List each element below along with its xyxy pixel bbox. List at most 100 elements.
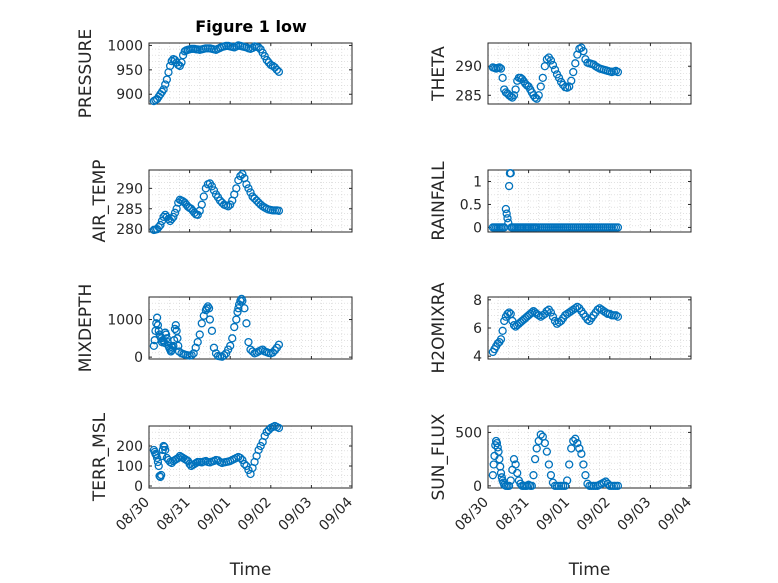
data-point [209, 186, 219, 195]
data-point [234, 304, 243, 313]
data-point [488, 471, 498, 480]
data-point [538, 73, 547, 83]
data-point [513, 468, 522, 478]
data-point [174, 341, 183, 350]
data-point [511, 85, 520, 94]
data-point [209, 343, 219, 352]
data-point [240, 304, 249, 313]
data-point [258, 345, 267, 354]
data-point [504, 308, 514, 317]
data-point [532, 444, 541, 453]
y-tick-label: 285 [455, 88, 482, 104]
data-point [498, 73, 507, 83]
data-point [577, 449, 586, 458]
series-pressure [149, 41, 284, 106]
y-tick-label: 500 [455, 425, 482, 441]
data-point [546, 56, 556, 65]
data-point [195, 330, 204, 339]
y-tick-label: 285 [116, 202, 143, 218]
axes-box-theta [487, 42, 692, 105]
grid-theta [487, 42, 692, 105]
data-point [542, 306, 552, 316]
data-point [503, 309, 512, 319]
data-point [157, 470, 166, 480]
y-tick-label: 0 [473, 220, 482, 236]
y-tick-label: 6 [473, 321, 482, 337]
data-point [536, 82, 545, 91]
data-point [154, 222, 163, 232]
data-point [152, 319, 161, 328]
data-point [191, 458, 201, 468]
series-theta [488, 43, 623, 103]
data-point [506, 476, 515, 485]
y-tick-label: 100 [116, 459, 143, 475]
data-point [226, 200, 235, 209]
data-point [579, 460, 588, 469]
data-point [548, 312, 558, 321]
y-axis-label-pressure: PRESSURE [76, 29, 96, 118]
data-point [611, 311, 621, 320]
y-tick-label: 4 [473, 349, 482, 365]
axes-box-sun_flux [487, 425, 692, 489]
data-point [189, 349, 198, 358]
data-point [149, 341, 159, 350]
data-point [605, 309, 614, 319]
subplot-h2omixra: 4 6 8 H2OMIXRA [429, 282, 692, 374]
data-point [260, 52, 269, 61]
data-point [542, 447, 552, 456]
data-point [503, 214, 512, 223]
data-point [274, 67, 284, 76]
data-point [583, 315, 592, 324]
data-point [169, 341, 178, 350]
data-point [500, 316, 509, 326]
data-point [236, 453, 245, 463]
data-point [579, 46, 588, 56]
data-point [226, 341, 235, 350]
y-axis-label-sun_flux: SUN_FLUX [429, 413, 449, 500]
data-point [530, 454, 540, 464]
data-point [560, 481, 570, 491]
series-terr_msl [149, 421, 284, 482]
data-point [506, 169, 515, 178]
data-point [187, 351, 196, 360]
y-axis-label-h2omixra: H2OMIXRA [429, 282, 449, 373]
y-tick-label: 280 [116, 222, 143, 238]
data-point [177, 58, 186, 67]
data-point [534, 311, 543, 320]
data-point [509, 454, 519, 464]
data-point [167, 214, 176, 224]
data-point [498, 326, 507, 335]
data-point [242, 319, 251, 328]
data-point [544, 460, 554, 469]
data-point [170, 208, 180, 217]
data-point [156, 220, 165, 230]
data-point [534, 91, 543, 100]
data-point [238, 455, 247, 465]
data-point [155, 471, 164, 481]
data-point [569, 436, 578, 446]
y-tick-label: 0.5 [460, 197, 482, 213]
data-point [197, 319, 206, 328]
data-point [527, 308, 536, 317]
data-point [569, 67, 578, 77]
data-point [529, 471, 538, 480]
data-point [224, 202, 233, 211]
data-point [171, 321, 180, 330]
data-point [501, 204, 511, 214]
data-point [232, 184, 241, 193]
y-tick-label: 200 [116, 439, 143, 455]
data-point [502, 209, 511, 218]
data-point [174, 347, 184, 356]
y-axis-label-air_temp: AIR_TEMP [90, 160, 110, 243]
data-point [203, 302, 213, 311]
data-point [496, 64, 506, 73]
data-point [254, 445, 263, 455]
subplot-pressure: 900 950 1000 PRESSURE [76, 29, 353, 118]
data-point [165, 61, 175, 71]
data-point [504, 481, 514, 491]
data-point [567, 444, 576, 453]
data-point [248, 43, 257, 53]
y-axis-label-theta: THETA [429, 46, 449, 102]
data-point [170, 324, 180, 334]
